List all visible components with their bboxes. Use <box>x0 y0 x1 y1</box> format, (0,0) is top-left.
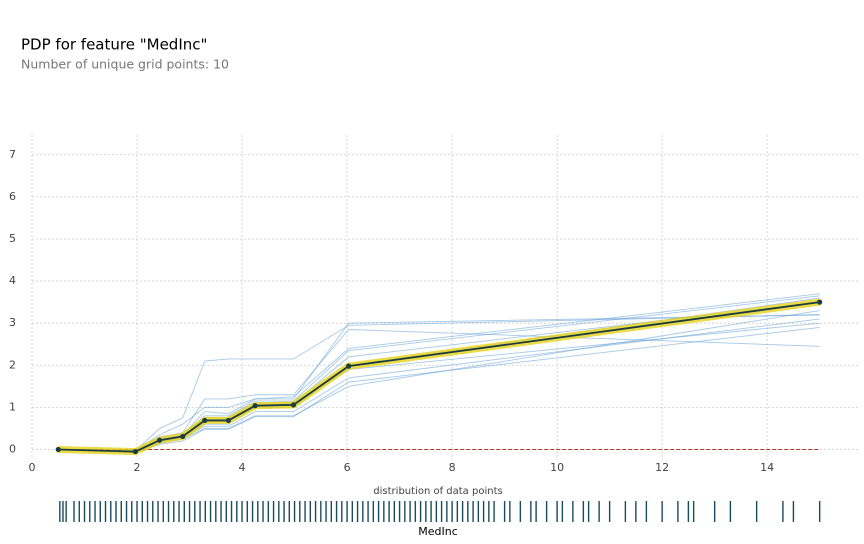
y-tick-label: 0 <box>9 442 16 455</box>
x-tick-label: 8 <box>449 461 456 474</box>
y-tick-label: 7 <box>9 148 16 161</box>
rug-label: distribution of data points <box>373 486 502 497</box>
y-tick-label: 2 <box>9 358 16 371</box>
x-tick-label: 2 <box>134 461 141 474</box>
y-tick-label: 1 <box>9 400 16 413</box>
ice-line <box>58 329 820 452</box>
ice-line <box>58 318 820 453</box>
x-tick-label: 10 <box>550 461 564 474</box>
pdp-line <box>58 301 820 453</box>
pdp-point <box>346 363 352 369</box>
x-tick-label: 14 <box>760 461 774 474</box>
pdp-point <box>202 417 208 424</box>
y-tick-label: 3 <box>9 316 16 329</box>
ice-line <box>58 310 820 454</box>
y-tick-label: 5 <box>9 232 16 245</box>
chart-subtitle: Number of unique grid points: 10 <box>21 57 229 72</box>
x-tick-label: 6 <box>344 461 351 474</box>
pdp-point <box>55 446 61 453</box>
pdp-point <box>252 403 258 409</box>
y-tick-label: 6 <box>9 190 16 203</box>
pdp-point <box>290 402 297 408</box>
x-axis-label: MedInc <box>418 525 458 538</box>
pdp-point <box>817 299 823 305</box>
x-tick-label: 4 <box>239 461 246 474</box>
x-tick-label: 0 <box>29 461 36 474</box>
pdp-point <box>157 437 163 443</box>
ice-line <box>58 314 820 452</box>
x-tick-label: 12 <box>655 461 669 474</box>
chart-title: PDP for feature "MedInc" <box>21 36 207 54</box>
y-tick-label: 4 <box>9 274 16 287</box>
pdp-point <box>225 417 231 424</box>
pdp-point <box>132 448 139 455</box>
pdp-point <box>180 433 186 440</box>
ice-line <box>58 314 820 451</box>
